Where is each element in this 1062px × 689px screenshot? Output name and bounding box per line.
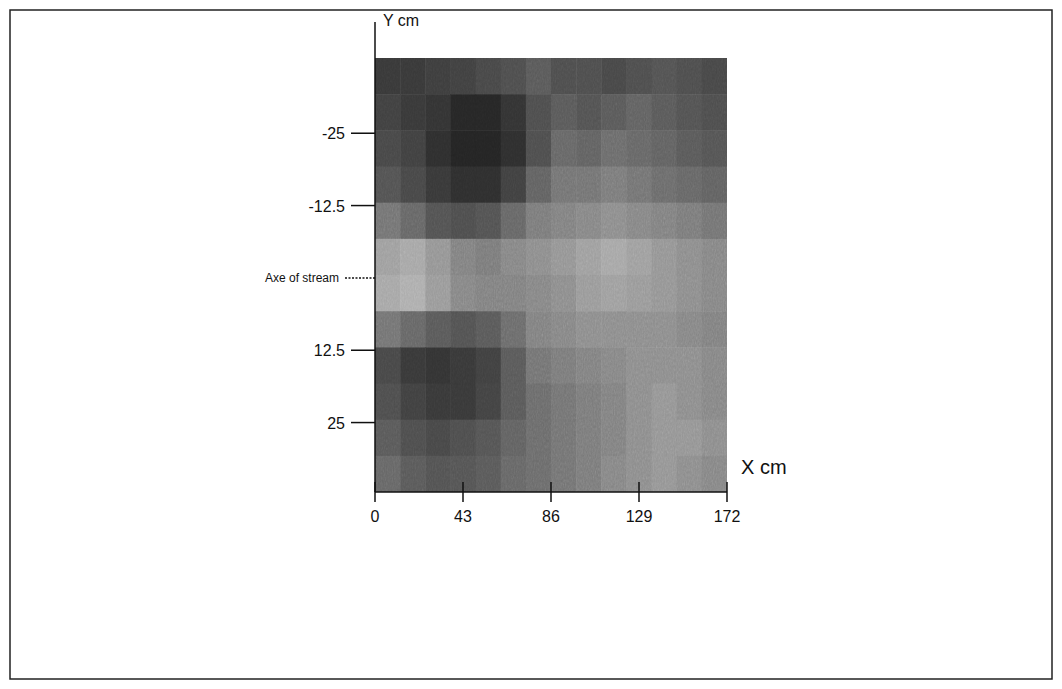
y-tick-label: 25	[327, 415, 345, 432]
x-tick-label: 43	[454, 508, 472, 525]
y-axis-title: Y cm	[383, 12, 419, 29]
y-tick	[351, 422, 375, 424]
figure: 0 43 86 129 172 -25 -12.5 Axe of stream 12.5 25 Y …	[0, 0, 1062, 689]
y-tick	[351, 205, 375, 207]
y-tick	[351, 349, 375, 351]
y-tick-label: Axe of stream	[265, 271, 339, 285]
heatmap	[375, 58, 727, 492]
x-tick	[374, 482, 376, 502]
texture	[375, 58, 727, 492]
x-tick-label: 86	[542, 508, 560, 525]
y-tick-label: 12.5	[314, 342, 345, 359]
y-axis	[374, 22, 376, 492]
x-axis-title: X cm	[741, 456, 787, 478]
y-tick-label: -25	[322, 125, 345, 142]
x-tick-label: 0	[371, 508, 380, 525]
x-tick	[550, 482, 552, 502]
x-tick	[638, 482, 640, 502]
x-tick	[726, 482, 728, 502]
y-tick-label: -12.5	[309, 198, 346, 215]
y-tick	[351, 132, 375, 134]
x-tick	[462, 482, 464, 502]
x-tick-label: 172	[714, 508, 741, 525]
x-tick-label: 129	[626, 508, 653, 525]
figure-frame	[10, 10, 1052, 679]
y-tick	[345, 277, 375, 279]
